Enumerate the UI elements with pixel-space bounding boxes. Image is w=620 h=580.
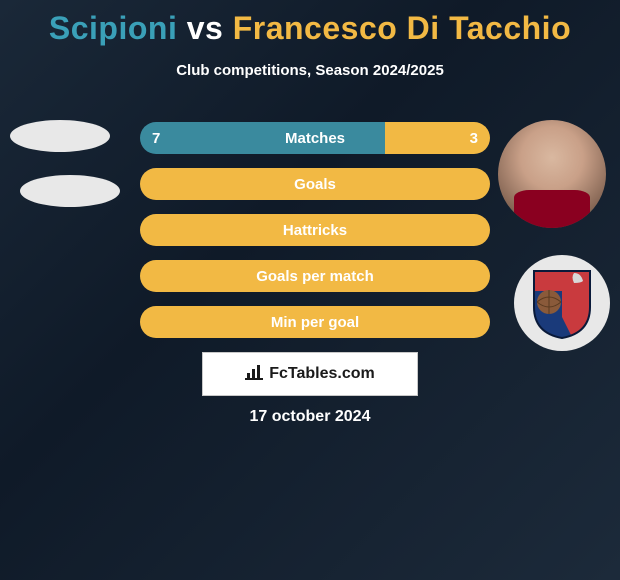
page-title: Scipioni vs Francesco Di Tacchio bbox=[0, 10, 620, 47]
stat-row: Min per goal bbox=[140, 306, 490, 338]
player2-club-badge bbox=[514, 255, 610, 351]
stat-row: Goals per match bbox=[140, 260, 490, 292]
title-vs: vs bbox=[187, 10, 224, 46]
stat-label: Hattricks bbox=[140, 214, 490, 246]
logo-text: FcTables.com bbox=[269, 365, 375, 383]
title-player2: Francesco Di Tacchio bbox=[233, 10, 571, 46]
date-text: 17 october 2024 bbox=[0, 408, 620, 426]
stat-label: Matches bbox=[140, 122, 490, 154]
title-player1: Scipioni bbox=[49, 10, 177, 46]
player1-avatar-placeholder bbox=[10, 120, 110, 152]
stat-label: Goals bbox=[140, 168, 490, 200]
comparison-chart: Matches7 3 Goals Hattricks Goals per match Mi… bbox=[140, 122, 490, 352]
stat-label: Min per goal bbox=[140, 306, 490, 338]
stat-value-left: 7 bbox=[152, 122, 160, 154]
stat-row: Goals bbox=[140, 168, 490, 200]
chart-icon bbox=[245, 364, 263, 385]
source-logo: FcTables.com bbox=[202, 352, 418, 396]
stat-row: Matches7 3 bbox=[140, 122, 490, 154]
subtitle: Club competitions, Season 2024/2025 bbox=[0, 62, 620, 79]
player2-avatar bbox=[498, 120, 606, 228]
stat-value-right: 3 bbox=[470, 122, 478, 154]
shield-icon bbox=[531, 267, 593, 339]
stat-label: Goals per match bbox=[140, 260, 490, 292]
player1-club-placeholder bbox=[20, 175, 120, 207]
stat-row: Hattricks bbox=[140, 214, 490, 246]
